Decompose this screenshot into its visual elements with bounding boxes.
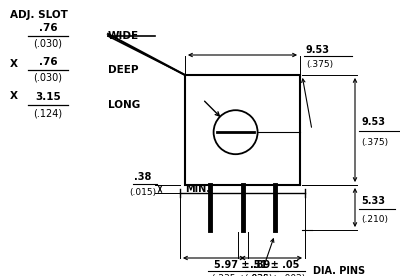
Text: (.375): (.375) [306,60,333,70]
Text: ADJ. SLOT: ADJ. SLOT [10,10,68,20]
Text: WIDE: WIDE [108,31,139,41]
Text: X: X [10,91,18,101]
Text: (.124): (.124) [34,108,62,118]
Text: (.030): (.030) [34,73,62,83]
Text: (.375): (.375) [361,137,388,147]
Text: (.030): (.030) [34,39,62,49]
Text: 5.97 ± .89: 5.97 ± .89 [214,260,271,270]
Bar [185,75,300,185]
Text: X: X [10,59,18,69]
Text: (.210): (.210) [361,215,388,224]
Text: .76: .76 [39,57,57,67]
Text: 5.33: 5.33 [361,195,385,206]
Text: DIA. PINS: DIA. PINS [313,266,365,276]
Text: 9.53: 9.53 [306,45,330,55]
Text: LONG: LONG [108,100,140,110]
Text: .38: .38 [134,172,152,182]
Text: 3.15: 3.15 [35,92,61,102]
Text: (.020 ± .002): (.020 ± .002) [245,274,305,276]
Text: .51 ± .05: .51 ± .05 [250,260,300,270]
Text: DEEP: DEEP [108,65,138,75]
Text: MIN.: MIN. [185,184,210,194]
Text: (.015): (.015) [130,187,156,197]
Text: .76: .76 [39,23,57,33]
Text: 9.53: 9.53 [361,117,385,127]
Text: (.235 ± .035): (.235 ± .035) [212,274,273,276]
